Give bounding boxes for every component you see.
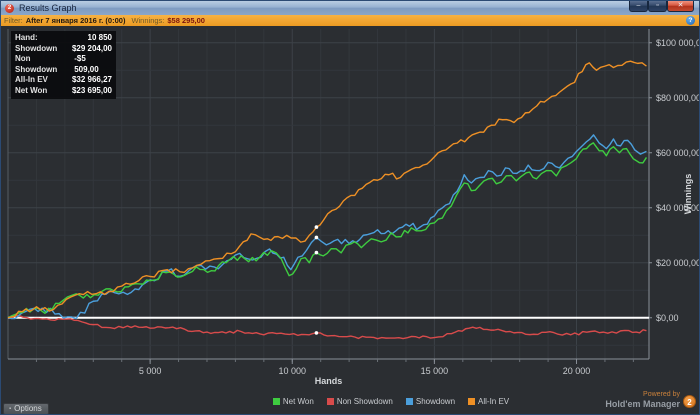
winnings-label: Winnings:: [131, 16, 165, 25]
stats-row-non-showdown: Non Showdown -$5 509,00: [15, 54, 112, 75]
stats-label: Showdown: [15, 43, 58, 53]
y-tick-label: $60 000,00: [656, 148, 700, 158]
options-bullet-icon: ▪: [9, 406, 12, 412]
legend-item-net-won[interactable]: Net Won: [272, 397, 314, 406]
legend-label: All-In EV: [478, 397, 510, 406]
series-line-net-won: [7, 142, 648, 319]
winnings-value: $58 295,00: [167, 16, 205, 25]
legend-label: Showdown: [415, 397, 456, 406]
options-button[interactable]: ▪ Options: [3, 403, 49, 414]
stats-row-showdown: Showdown $29 204,00: [15, 44, 112, 55]
brand-name: Hold'em Manager: [605, 399, 680, 409]
brand-badge-icon: 2: [683, 395, 696, 408]
stats-label: Non Showdown: [15, 54, 58, 74]
close-button[interactable]: ✕: [667, 1, 694, 12]
stats-row-net-won: Net Won $23 695,00: [15, 86, 112, 97]
stats-row-hand: Hand: 10 850: [15, 33, 112, 44]
x-tick-label: 5 000: [139, 366, 162, 376]
stats-panel: Hand: 10 850 Showdown $29 204,00 Non Sho…: [11, 31, 116, 99]
x-tick-label: 15 000: [421, 366, 449, 376]
legend-label: Net Won: [282, 397, 314, 406]
title-bar[interactable]: 2 Results Graph – ▫ ✕: [1, 1, 699, 15]
series-line-all-in-ev: [7, 60, 647, 319]
series-line-showdown: [7, 134, 647, 320]
stats-value: $23 695,00: [71, 85, 112, 95]
legend-swatch-icon: [326, 398, 334, 405]
hover-marker: [314, 235, 319, 240]
legend-item-non-showdown[interactable]: Non Showdown: [326, 397, 393, 406]
stats-value: -$5 509,00: [74, 54, 99, 74]
y-tick-label: $20 000,00: [656, 258, 700, 268]
legend-item-showdown[interactable]: Showdown: [405, 397, 456, 406]
hover-marker: [314, 331, 319, 335]
series-line-non-showdown: [7, 314, 647, 340]
stats-label: Net Won: [15, 85, 48, 95]
legend-swatch-icon: [272, 398, 280, 405]
hover-marker: [314, 250, 319, 255]
y-tick-label: $80 000,00: [656, 93, 700, 103]
stats-value: $29 204,00: [71, 43, 112, 53]
info-icon[interactable]: ?: [686, 16, 695, 25]
filter-value[interactable]: After 7 января 2016 г. (0:00): [25, 16, 126, 25]
chart-region: 5 000 10 000 15 000 20 000 $0,00 $20 000,00 $4…: [1, 26, 700, 414]
x-axis-title: Hands: [315, 376, 343, 386]
legend-swatch-icon: [468, 398, 476, 405]
legend-item-all-in-ev[interactable]: All-In EV: [468, 397, 509, 406]
chart-legend: Net Won Non Showdown Showdown All-In EV: [81, 397, 699, 406]
stats-row-allin-ev: All-In EV $32 966,27: [15, 75, 112, 86]
y-tick-label: $40 000,00: [656, 203, 700, 213]
stats-label: Hand:: [15, 33, 38, 42]
powered-by-text: Powered by: [643, 391, 680, 398]
legend-label: Non Showdown: [336, 397, 393, 406]
window-title: Results Graph: [19, 3, 77, 13]
legend-swatch-icon: [405, 398, 413, 405]
options-label: Options: [14, 404, 42, 413]
results-chart: 5 000 10 000 15 000 20 000 $0,00 $20 000,00 $4…: [7, 29, 700, 386]
filter-label: Filter:: [4, 16, 23, 25]
hover-marker: [314, 225, 319, 229]
stats-label: All-In EV: [15, 75, 48, 84]
filter-bar: Filter: After 7 января 2016 г. (0:00) Winn…: [1, 15, 699, 26]
powered-by: Powered by Hold'em Manager 2: [605, 391, 696, 409]
minimize-button[interactable]: –: [629, 1, 648, 12]
stats-value: $32 966,27: [71, 75, 112, 84]
y-tick-label: $0,00: [656, 313, 679, 323]
y-tick-label: $100 000,00: [656, 38, 700, 48]
maximize-button[interactable]: ▫: [648, 1, 667, 12]
stats-value: 10 850: [87, 33, 112, 42]
x-tick-label: 20 000: [563, 366, 591, 376]
window-controls: – ▫ ✕: [629, 1, 694, 12]
x-tick-label: 10 000: [278, 366, 306, 376]
app-icon: 2: [5, 3, 14, 13]
y-axis-title: Winnings: [683, 174, 693, 214]
